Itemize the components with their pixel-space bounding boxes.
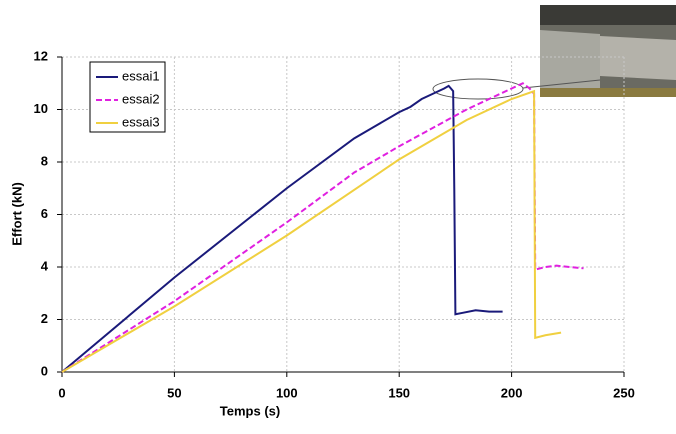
legend-label: essai3 [122, 114, 160, 129]
legend-label: essai1 [122, 68, 160, 83]
y-tick-label: 4 [41, 258, 49, 273]
y-tick-label: 0 [41, 363, 48, 378]
x-tick-label: 150 [388, 385, 410, 400]
legend-label: essai2 [122, 91, 160, 106]
data-line [61, 84, 503, 373]
y-tick-label: 8 [41, 153, 48, 168]
x-tick-label: 0 [58, 385, 65, 400]
callout-line [522, 79, 601, 89]
x-tick-label: 50 [167, 385, 181, 400]
y-tick-label: 6 [41, 206, 48, 221]
photo-inset [540, 5, 676, 97]
highlight-ellipse [432, 78, 524, 100]
y-tick-label: 2 [41, 311, 48, 326]
x-tick-label: 100 [276, 385, 298, 400]
x-axis-label: Temps (s) [220, 403, 280, 418]
y-axis-label: Effort (kN) [9, 182, 24, 246]
legend-box [89, 61, 166, 133]
data-line [61, 89, 562, 373]
y-tick-label: 10 [34, 101, 48, 116]
y-tick-label: 12 [34, 48, 48, 63]
x-tick-label: 250 [613, 385, 635, 400]
data-line [61, 82, 584, 373]
x-tick-label: 200 [501, 385, 523, 400]
